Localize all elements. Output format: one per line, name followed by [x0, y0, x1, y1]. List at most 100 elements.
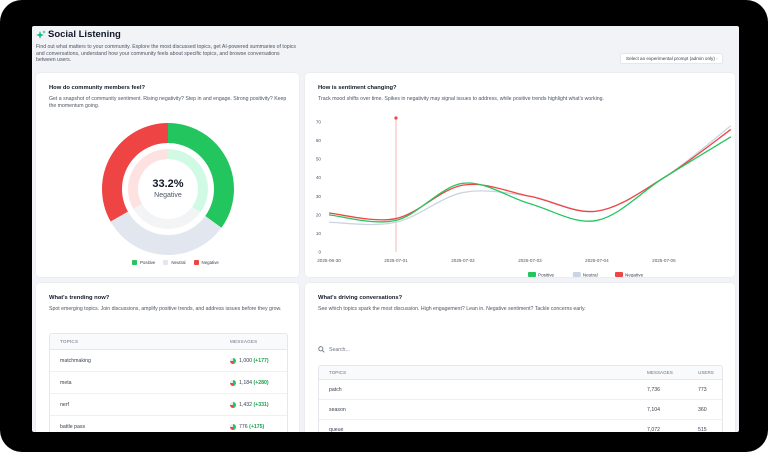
- row-users: 515: [698, 426, 707, 433]
- table-row[interactable]: nerf 1,432 (+331): [50, 394, 287, 416]
- trending-title: What's trending now?: [49, 295, 110, 301]
- y-tick-label: 0: [318, 250, 321, 255]
- legend-label-negative: Negative: [625, 272, 644, 277]
- legend-positive-swatch: [132, 260, 137, 266]
- col-topics[interactable]: TOPICS: [60, 339, 79, 344]
- search-icon: [318, 346, 325, 353]
- x-tick-label: 2025-07-02: [451, 258, 475, 263]
- x-tick-label: 2025-06-30: [317, 258, 341, 263]
- search-placeholder: Search...: [329, 346, 350, 353]
- y-tick-label: 10: [316, 231, 322, 236]
- row-topic: meta: [60, 379, 72, 386]
- sentiment-pie-icon: [230, 401, 236, 408]
- legend-swatch-negative: [615, 272, 623, 277]
- donut-legend: Positive Neutral Negative: [132, 260, 219, 266]
- donut-slice-negative[interactable]: [102, 123, 168, 222]
- legend-negative-label: Negative: [201, 260, 219, 265]
- donut-center-value: 33.2%: [152, 178, 183, 190]
- sparkle-icon: [36, 30, 46, 39]
- search-input[interactable]: Search...: [318, 346, 350, 353]
- y-tick-label: 50: [316, 157, 322, 162]
- col-topics[interactable]: TOPICS: [329, 370, 347, 375]
- trending-table: TOPICS MESSAGES matchmaking 1,000 (+177) m…: [49, 333, 288, 432]
- legend-negative[interactable]: Negative: [193, 260, 219, 266]
- table-row[interactable]: patch 7,736 773: [319, 380, 722, 400]
- date-marker-dot: [394, 116, 398, 120]
- col-messages[interactable]: MESSAGES: [647, 370, 673, 375]
- page-title: Social Listening: [48, 29, 121, 40]
- sentiment-description: Get a snapshot of community sentiment. R…: [49, 96, 287, 109]
- trending-card: What's trending now? Spot emerging topic…: [36, 283, 299, 432]
- driving-table: TOPICS MESSAGES USERS patch 7,736 773 seaso…: [318, 365, 723, 432]
- row-message-change: (+175): [249, 423, 265, 430]
- trending-description: Spot emerging topics. Join discussions, …: [49, 306, 282, 312]
- row-topic: matchmaking: [60, 357, 91, 364]
- table-row[interactable]: season 7,104 360: [319, 400, 722, 420]
- sentiment-donut: 33.2% Negative: [102, 123, 234, 255]
- sentiment-title: How do community members feel?: [49, 85, 145, 91]
- row-message-change: (+280): [253, 379, 269, 386]
- trend-card: How is sentiment changing? Track mood sh…: [305, 73, 735, 277]
- y-tick-label: 20: [316, 212, 322, 217]
- row-topic: season: [329, 406, 346, 413]
- row-message-count: 1,184: [239, 379, 252, 386]
- driving-card: What's driving conversations? See which …: [305, 283, 735, 432]
- sentiment-pie-icon: [230, 357, 236, 364]
- legend-positive-label: Positive: [140, 260, 156, 265]
- legend-neutral-label: Neutral: [171, 260, 186, 265]
- table-row[interactable]: battle pass 776 (+175): [50, 416, 287, 432]
- row-topic: nerf: [60, 401, 69, 408]
- driving-description: See which topics spark the most discussi…: [318, 306, 586, 312]
- sentiment-pie-icon: [230, 423, 236, 430]
- legend-label-neutral: Neutral: [583, 272, 598, 277]
- x-tick-label: 2025-07-05: [652, 258, 676, 263]
- row-messages: 1,000 (+177): [230, 350, 269, 371]
- row-messages: 7,104: [647, 406, 660, 413]
- donut-slice-positive[interactable]: [168, 123, 234, 228]
- table-row[interactable]: meta 1,184 (+280): [50, 372, 287, 394]
- row-messages: 1,432 (+331): [230, 394, 269, 415]
- legend-label-positive: Positive: [538, 272, 555, 277]
- row-users: 360: [698, 406, 707, 413]
- x-tick-label: 2025-07-01: [384, 258, 408, 263]
- donut-inner-positive[interactable]: [168, 149, 208, 213]
- legend-neutral-swatch: [163, 260, 169, 266]
- legend-swatch-neutral: [572, 272, 581, 277]
- prompt-select-label: Select an experimental prompt (admin onl…: [626, 56, 715, 61]
- donut-center-label: Negative: [154, 192, 182, 199]
- x-tick-label: 2025-07-04: [585, 258, 609, 263]
- y-tick-label: 60: [316, 138, 322, 143]
- table-row[interactable]: matchmaking 1,000 (+177): [50, 350, 287, 372]
- driving-title: What's driving conversations?: [318, 295, 403, 301]
- x-tick-label: 2025-07-03: [518, 258, 542, 263]
- legend-positive[interactable]: Positive: [132, 260, 156, 266]
- trend-title: How is sentiment changing?: [318, 85, 397, 91]
- donut-slice-neutral[interactable]: [110, 211, 222, 255]
- row-messages: 7,736: [647, 386, 660, 393]
- y-tick-label: 40: [316, 175, 322, 180]
- row-topic: battle pass: [60, 423, 86, 430]
- series-line-positive: [328, 136, 732, 223]
- row-messages: 7,072: [647, 426, 660, 433]
- row-topic: patch: [329, 386, 342, 393]
- y-tick-label: 70: [316, 120, 322, 125]
- legend-neutral[interactable]: Neutral: [163, 260, 186, 266]
- page-header: Social Listening Find out what matters t…: [32, 26, 739, 70]
- chevron-down-icon: ›: [716, 56, 718, 61]
- sentiment-pie-icon: [230, 379, 236, 386]
- row-topic: queue: [329, 426, 344, 433]
- donut-inner-neutral[interactable]: [133, 203, 201, 229]
- page-description: Find out what matters to your community.…: [36, 44, 296, 64]
- table-row[interactable]: queue 7,072 515: [319, 420, 722, 433]
- legend-negative-swatch: [193, 260, 199, 266]
- series-line-negative: [328, 128, 732, 221]
- prompt-select[interactable]: Select an experimental prompt (admin onl…: [620, 53, 723, 64]
- col-users[interactable]: USERS: [698, 370, 714, 375]
- row-users: 773: [698, 386, 707, 393]
- y-tick-label: 30: [316, 194, 322, 199]
- donut-inner-negative[interactable]: [128, 149, 168, 209]
- row-message-change: (+177): [253, 357, 269, 364]
- sentiment-card: How do community members feel? Get a sna…: [36, 73, 299, 277]
- col-messages[interactable]: MESSAGES: [230, 339, 258, 344]
